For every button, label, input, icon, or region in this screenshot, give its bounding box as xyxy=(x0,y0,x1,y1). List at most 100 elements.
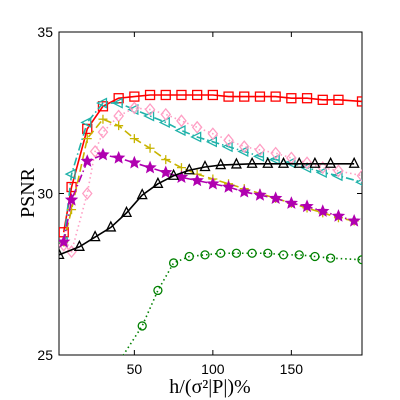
data-point xyxy=(270,146,281,160)
data-point xyxy=(268,191,283,204)
series-1 xyxy=(59,97,362,248)
data-point xyxy=(105,220,117,232)
data-point xyxy=(356,96,362,107)
data-point xyxy=(161,155,171,165)
data-point xyxy=(129,134,139,144)
data-point xyxy=(333,94,344,105)
data-point xyxy=(294,250,304,260)
data-point xyxy=(286,93,297,104)
data-point xyxy=(59,234,71,248)
series-line xyxy=(122,252,362,355)
series-line xyxy=(62,94,362,233)
data-point xyxy=(333,164,344,178)
data-point xyxy=(237,184,251,198)
data-point xyxy=(246,156,258,168)
data-point xyxy=(129,91,140,102)
data-point xyxy=(160,89,171,101)
data-point xyxy=(144,89,156,101)
data-point xyxy=(174,124,186,137)
data-point xyxy=(159,165,173,179)
data-point xyxy=(152,176,164,188)
data-point xyxy=(64,192,79,206)
data-point xyxy=(89,230,101,242)
data-point xyxy=(153,285,163,296)
data-point xyxy=(348,156,360,168)
data-point xyxy=(82,134,92,144)
data-point xyxy=(136,188,148,200)
data-point xyxy=(317,94,328,105)
y-axis-title: PSNR xyxy=(17,167,39,218)
data-point xyxy=(199,160,211,172)
data-point xyxy=(97,101,109,112)
plot-area xyxy=(58,31,363,356)
data-point xyxy=(96,97,108,109)
data-point xyxy=(310,251,320,262)
data-point xyxy=(207,127,219,141)
data-point xyxy=(230,157,242,169)
series-layer xyxy=(59,89,362,378)
data-point xyxy=(254,143,266,157)
series-4 xyxy=(59,147,361,248)
data-point xyxy=(293,156,305,168)
data-point xyxy=(64,168,76,180)
data-point xyxy=(127,155,142,169)
y-tick-label: 25 xyxy=(37,347,53,363)
data-point xyxy=(315,166,327,179)
data-point xyxy=(277,156,290,168)
data-point xyxy=(80,154,94,167)
data-point xyxy=(270,91,281,102)
data-point xyxy=(66,181,77,193)
data-point xyxy=(221,180,236,193)
data-point xyxy=(237,145,249,158)
data-point xyxy=(357,255,362,265)
tick-layer: 50 100 150 25 30 35 xyxy=(37,24,362,377)
data-point xyxy=(114,121,124,131)
data-point xyxy=(97,125,109,139)
series-6 xyxy=(107,248,362,378)
data-point xyxy=(158,116,170,128)
data-point xyxy=(120,205,133,218)
data-point xyxy=(247,248,257,258)
data-point xyxy=(325,156,337,168)
data-point xyxy=(216,248,226,258)
data-point xyxy=(137,321,147,331)
data-point xyxy=(145,143,155,153)
data-point xyxy=(184,251,194,262)
data-point xyxy=(317,161,329,175)
data-point xyxy=(176,89,187,101)
data-point xyxy=(309,156,321,168)
data-point xyxy=(254,91,266,102)
data-point xyxy=(81,186,93,201)
x-tick-label: 50 xyxy=(127,361,143,377)
data-point xyxy=(231,248,242,258)
data-point xyxy=(144,102,156,117)
data-point xyxy=(331,170,343,182)
data-point xyxy=(356,169,362,183)
data-point xyxy=(183,163,195,175)
data-point xyxy=(284,157,296,169)
data-point xyxy=(168,258,179,268)
data-point xyxy=(73,239,85,251)
data-point xyxy=(129,101,140,115)
data-point xyxy=(168,168,180,180)
data-point xyxy=(262,156,274,168)
data-point xyxy=(192,89,203,101)
data-point xyxy=(316,204,330,217)
data-point xyxy=(239,91,250,102)
data-point xyxy=(300,199,314,213)
data-point xyxy=(223,91,234,102)
data-point xyxy=(263,248,273,258)
data-point xyxy=(107,370,115,378)
data-point xyxy=(325,253,336,263)
data-point xyxy=(301,93,313,104)
data-point xyxy=(238,140,250,154)
data-point xyxy=(215,158,227,170)
data-point xyxy=(278,250,289,260)
data-point xyxy=(176,114,187,128)
data-point xyxy=(200,250,210,260)
data-point xyxy=(284,196,298,209)
series-5 xyxy=(59,156,360,260)
series-0 xyxy=(59,89,362,238)
x-tick-label: 100 xyxy=(201,361,225,377)
